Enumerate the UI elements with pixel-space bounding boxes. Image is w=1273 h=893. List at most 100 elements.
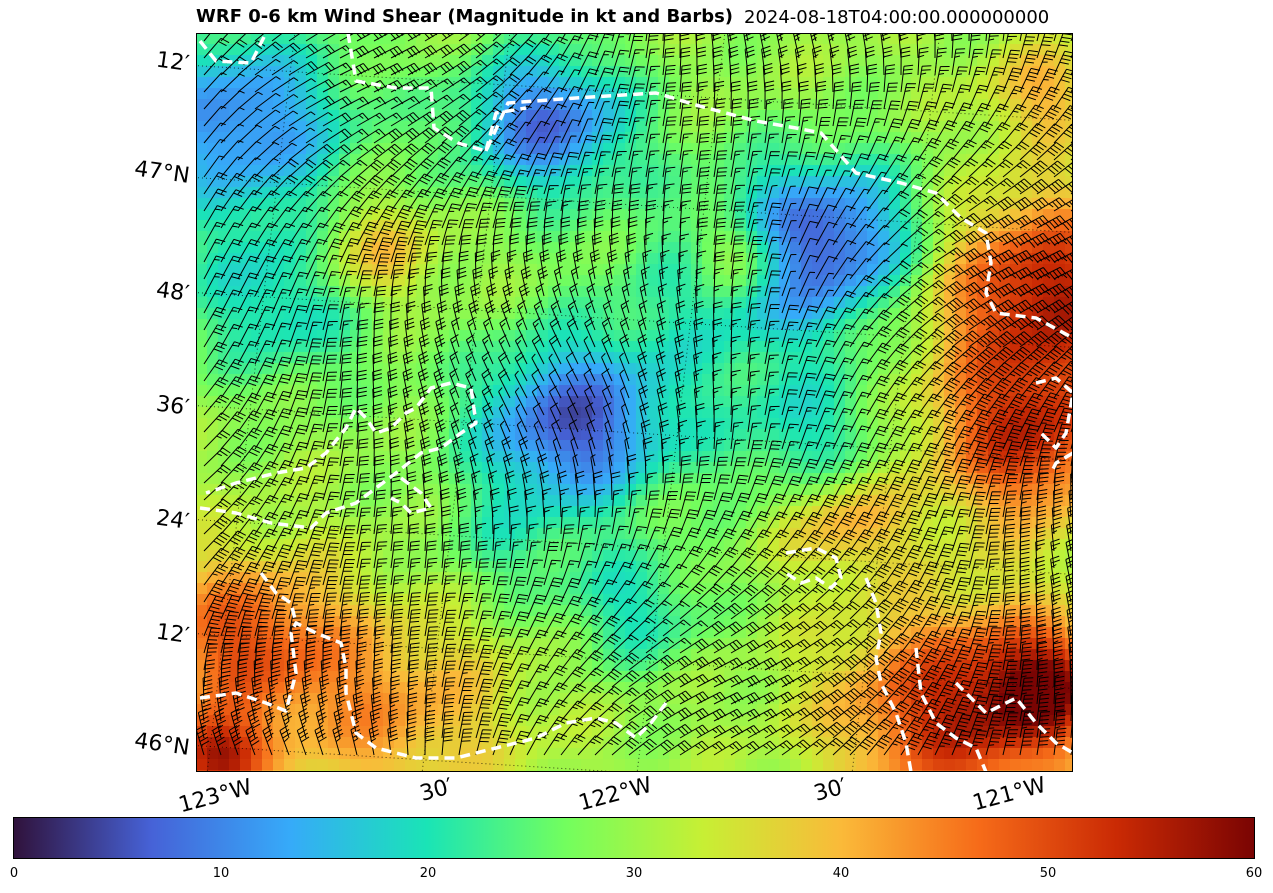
wind-barb	[203, 563, 229, 586]
wind-barb	[203, 255, 226, 280]
wind-barb	[220, 428, 247, 450]
wind-barb	[481, 385, 494, 416]
wind-barb	[694, 284, 705, 314]
wind-barb	[1050, 555, 1060, 586]
wind-barb	[900, 699, 926, 722]
wind-barb	[764, 440, 782, 467]
wind-barb	[747, 353, 760, 382]
wind-barb	[815, 187, 837, 212]
wind-barb	[1053, 658, 1064, 688]
wind-barb	[713, 528, 737, 552]
wind-barb	[288, 338, 307, 365]
wind-barb	[271, 510, 294, 535]
wind-barb	[254, 443, 279, 467]
colorbar-tick-40: 40	[832, 866, 850, 881]
wind-barb	[492, 696, 512, 722]
wind-barb	[220, 480, 247, 501]
wind-barb	[577, 524, 593, 552]
wind-barb	[389, 437, 400, 467]
wind-barb	[247, 708, 261, 739]
wind-barb	[452, 300, 464, 331]
wind-barb	[356, 336, 368, 365]
wind-barb	[1065, 572, 1073, 603]
wind-barb	[339, 370, 352, 399]
wind-barb	[730, 115, 744, 144]
wind-barb	[883, 667, 910, 688]
wind-barb	[883, 510, 906, 535]
wind-barb	[608, 232, 620, 263]
wind-barb	[322, 406, 338, 433]
wind-barb	[339, 128, 369, 144]
wind-barb	[713, 403, 724, 433]
wind-barb	[526, 646, 549, 671]
wind-barb	[679, 166, 693, 195]
wind-barb	[586, 283, 596, 314]
wind-barb	[1050, 572, 1062, 603]
wind-barb	[555, 249, 567, 280]
wind-barb	[900, 64, 914, 93]
wind-barb	[730, 80, 741, 110]
wind-barb	[917, 174, 945, 195]
wind-barb	[373, 575, 388, 603]
wind-barb	[985, 558, 1000, 586]
wind-barb	[515, 404, 528, 433]
wind-barb	[951, 492, 970, 518]
map-panel[interactable]	[196, 33, 1073, 772]
wind-barb	[305, 304, 323, 331]
wind-barb	[271, 610, 287, 637]
wind-barb	[492, 57, 521, 76]
wind-barb	[305, 159, 334, 178]
wind-barb	[471, 470, 481, 501]
wind-barb	[1036, 346, 1064, 365]
wind-barb	[271, 174, 299, 195]
wind-barb	[475, 170, 498, 195]
wind-barb	[288, 190, 315, 212]
wind-barb	[730, 675, 761, 688]
wind-barb	[934, 680, 957, 705]
wind-barb	[526, 715, 549, 739]
wind-barb	[900, 579, 924, 603]
wind-barb	[968, 458, 988, 484]
wind-barb	[356, 352, 367, 382]
wind-barb	[237, 496, 263, 518]
wind-barb	[628, 671, 658, 688]
wind-barb	[968, 84, 989, 110]
wind-barb	[917, 101, 937, 127]
wind-barb	[373, 524, 387, 552]
wind-barb	[441, 710, 455, 739]
wind-barb	[492, 628, 512, 654]
wind-barb	[1002, 609, 1016, 637]
wind-barb	[419, 419, 430, 450]
wind-barb	[533, 420, 545, 450]
wind-barb	[220, 463, 247, 484]
wind-barb	[679, 601, 708, 620]
wind-barb	[713, 492, 733, 518]
wind-barb	[434, 419, 446, 450]
wind-barb	[509, 233, 519, 263]
wind-barb	[583, 351, 596, 382]
wind-barb	[628, 489, 642, 518]
wind-barb	[645, 199, 657, 229]
wind-barb	[968, 542, 985, 569]
wind-barb	[492, 170, 514, 195]
wind-barb	[696, 438, 708, 467]
wind-barb	[305, 641, 316, 671]
wind-barb	[1019, 590, 1031, 620]
wind-barb	[713, 657, 744, 671]
wind-barb	[245, 725, 260, 756]
wind-barb	[305, 128, 333, 144]
wind-barb	[424, 659, 438, 688]
wind-barb	[1035, 590, 1046, 620]
wind-barb	[1019, 539, 1030, 569]
wind-barb	[1002, 178, 1032, 195]
wind-barb	[433, 368, 445, 399]
wind-barb	[934, 629, 957, 654]
wind-barb	[322, 457, 340, 484]
wind-barb	[526, 88, 552, 110]
wind-barb	[985, 140, 1013, 161]
wind-barb	[526, 505, 537, 535]
wind-barb	[220, 562, 245, 586]
wind-barb	[456, 266, 467, 297]
wind-barb	[390, 608, 404, 637]
wind-barb	[390, 592, 404, 620]
